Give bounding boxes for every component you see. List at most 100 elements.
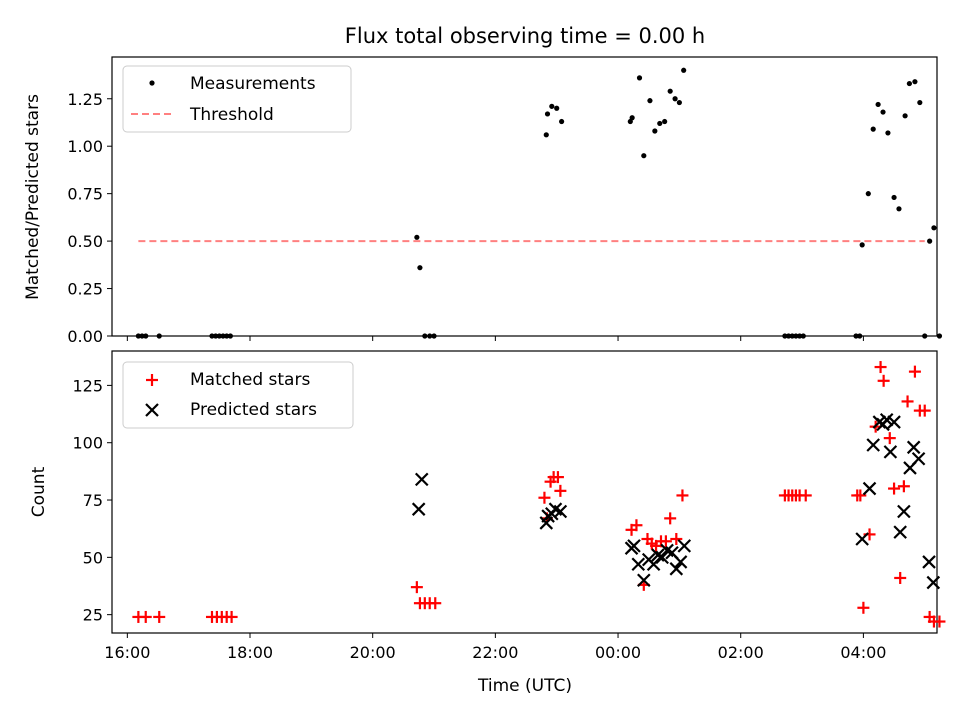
x-tick-label: 20:00: [350, 643, 396, 662]
measurement-point: [902, 113, 908, 119]
measurement-point: [681, 67, 687, 73]
y-tick-label: 0.25: [67, 280, 103, 299]
measurement-point: [647, 98, 653, 104]
measurement-point: [936, 333, 943, 339]
matched-star-point: [659, 535, 672, 548]
y-tick-label: 1.00: [67, 137, 103, 156]
matched-star-point: [897, 480, 910, 493]
predicted-star-point: [414, 472, 429, 487]
measurement-point: [789, 333, 795, 339]
measurement-point: [891, 194, 897, 201]
measurement-point: [785, 333, 792, 339]
measurement-point: [135, 333, 141, 339]
measurement-point: [853, 333, 859, 339]
x-axis-label: Time (UTC): [477, 676, 572, 696]
x-tick-label: 16:00: [104, 643, 150, 662]
y-tick-label: 50: [83, 548, 103, 567]
measurement-point: [672, 96, 678, 102]
ratio-ticks: 0.00 0.25 0.50 0.75 1.00 1.25: [67, 90, 864, 346]
matched-star-point: [877, 374, 890, 387]
measurement-point: [224, 333, 230, 339]
measurement-point: [875, 101, 881, 108]
measurement-point: [216, 333, 222, 339]
matched-star-point: [551, 471, 564, 484]
predicted-star-point: [897, 504, 911, 519]
measurement-point: [544, 111, 551, 117]
legend-threshold-label: Threshold: [189, 105, 274, 125]
predicted-star-point: [677, 539, 692, 553]
measurement-point: [143, 333, 149, 339]
predicted-star-point: [879, 413, 894, 427]
predicted-star-point: [627, 539, 641, 553]
legend-measurements-marker: [149, 80, 155, 86]
predicted-star-point: [655, 550, 669, 565]
counts-y-axis-label: Count: [29, 466, 49, 517]
counts-panel: 25 50 75 100 125 16:00 18:00 20:00 22:00 00:00 02:…: [29, 350, 946, 696]
y-tick-label: 1.25: [67, 90, 103, 109]
measurement-point: [641, 153, 647, 159]
legend-measurements-label: Measurements: [190, 74, 316, 94]
x-tick-label: 04:00: [840, 643, 886, 662]
predicted-star-point: [906, 440, 921, 455]
y-tick-label: 0.00: [67, 327, 103, 346]
predicted-star-point: [411, 502, 426, 516]
measurement-point: [657, 120, 663, 127]
measurement-point: [209, 333, 215, 339]
matched-star-point: [888, 482, 901, 495]
legend-predicted-label: Predicted stars: [190, 400, 317, 420]
matched-star-point: [225, 610, 238, 623]
measurement-point: [629, 115, 635, 121]
ratio-panel: 0.00 0.25 0.50 0.75 1.00 1.25 Matched/Predict…: [23, 56, 943, 346]
ratio-y-axis-label: Matched/Predicted stars: [23, 94, 43, 300]
measurement-point: [543, 132, 549, 138]
measurement-point: [880, 109, 886, 115]
matched-star-point: [854, 489, 867, 502]
predicted-star-point: [673, 555, 688, 569]
measurement-point: [870, 126, 876, 132]
measurement-point: [797, 333, 803, 339]
ratio-axes-frame: [111, 56, 938, 337]
measurement-point: [431, 333, 437, 339]
predicted-star-point: [866, 438, 880, 452]
counts-points: [132, 361, 946, 628]
predicted-star-point: [893, 525, 907, 539]
measurement-point: [800, 333, 806, 339]
matched-star-point: [901, 395, 914, 408]
predicted-star-point: [553, 504, 568, 519]
ratio-legend: Measurements Threshold: [122, 65, 352, 133]
measurement-point: [906, 80, 912, 87]
measurement-point: [859, 242, 865, 248]
predicted-star-point: [669, 562, 684, 576]
predicted-star-point: [887, 415, 901, 429]
matched-star-point: [874, 361, 887, 374]
measurement-point: [422, 333, 428, 339]
measurement-point: [922, 333, 928, 339]
counts-ticks: 25 50 75 100 125 16:00 18:00 20:00 22:00 00:00 02:…: [72, 376, 886, 662]
measurement-point: [857, 333, 863, 339]
predicted-star-point: [926, 575, 941, 590]
counts-legend-box: [122, 361, 354, 429]
matched-star-point: [918, 404, 931, 417]
predicted-star-point: [631, 557, 646, 571]
x-tick-label: 22:00: [472, 643, 518, 662]
y-tick-label: 0.75: [67, 185, 103, 204]
x-tick-label: 18:00: [227, 643, 273, 662]
x-tick-label: 02:00: [718, 643, 764, 662]
matched-star-point: [883, 432, 896, 445]
matched-star-point: [908, 365, 921, 378]
matched-star-point: [429, 597, 442, 610]
matched-star-point: [894, 571, 907, 584]
matched-star-point: [153, 610, 166, 623]
measurement-point: [414, 234, 420, 240]
legend-predicted-marker: [145, 403, 159, 417]
measurement-point: [676, 99, 682, 106]
measurement-point: [662, 118, 668, 125]
measurement-point: [427, 333, 433, 339]
measurement-point: [793, 333, 799, 339]
measurement-point: [667, 88, 673, 94]
predicted-star-point: [646, 557, 661, 571]
matched-star-point: [799, 489, 812, 502]
x-tick-label: 00:00: [595, 643, 641, 662]
legend-matched-label: Matched stars: [190, 370, 310, 390]
predicted-star-point: [911, 451, 926, 466]
